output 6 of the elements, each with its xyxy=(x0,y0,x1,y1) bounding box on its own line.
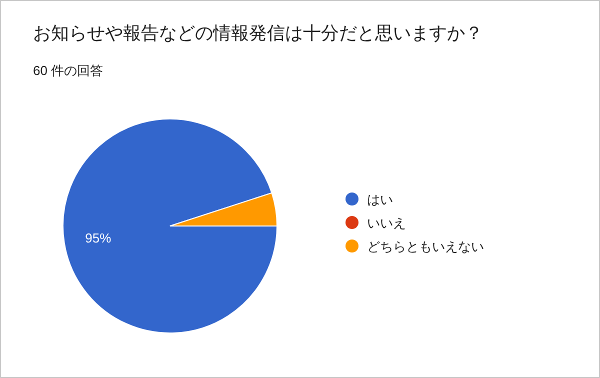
legend-label: どちらともいえない xyxy=(367,239,484,254)
chart-subtitle: 60 件の回答 xyxy=(33,63,104,78)
chart-title: お知らせや報告などの情報発信は十分だと思いますか？ xyxy=(33,23,483,43)
legend-label: いいえ xyxy=(367,216,406,230)
data-label: 95% xyxy=(85,230,112,246)
legend-label: はい xyxy=(367,192,393,207)
